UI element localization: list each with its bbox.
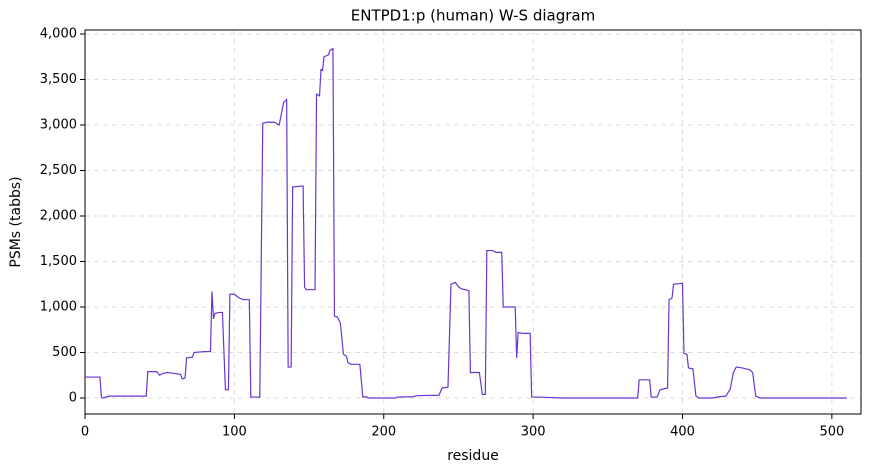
y-tick-label: 0 (69, 390, 77, 405)
y-tick-label: 3,000 (40, 117, 77, 132)
x-axis-label: residue (447, 448, 499, 464)
chart-title: ENTPD1:p (human) W-S diagram (351, 7, 595, 25)
y-axis-label: PSMs (tabbs) (8, 176, 24, 267)
x-tick-label: 200 (371, 425, 396, 440)
x-tick-label: 100 (222, 425, 247, 440)
y-tick-label: 4,000 (40, 27, 77, 42)
y-tick-label: 2,500 (40, 163, 77, 178)
y-tick-label: 1,000 (40, 299, 77, 314)
x-tick-label: 300 (521, 425, 546, 440)
plot-frame (84, 29, 862, 415)
x-tick-label: 500 (819, 425, 844, 440)
y-tick-label: 2,000 (40, 208, 77, 223)
x-tick-label: 400 (670, 425, 695, 440)
y-tick-label: 500 (52, 345, 77, 360)
y-tick-label: 1,500 (40, 254, 77, 269)
y-tick-label: 3,500 (40, 72, 77, 87)
series-line (85, 47, 847, 399)
x-tick-label: 0 (81, 425, 89, 440)
